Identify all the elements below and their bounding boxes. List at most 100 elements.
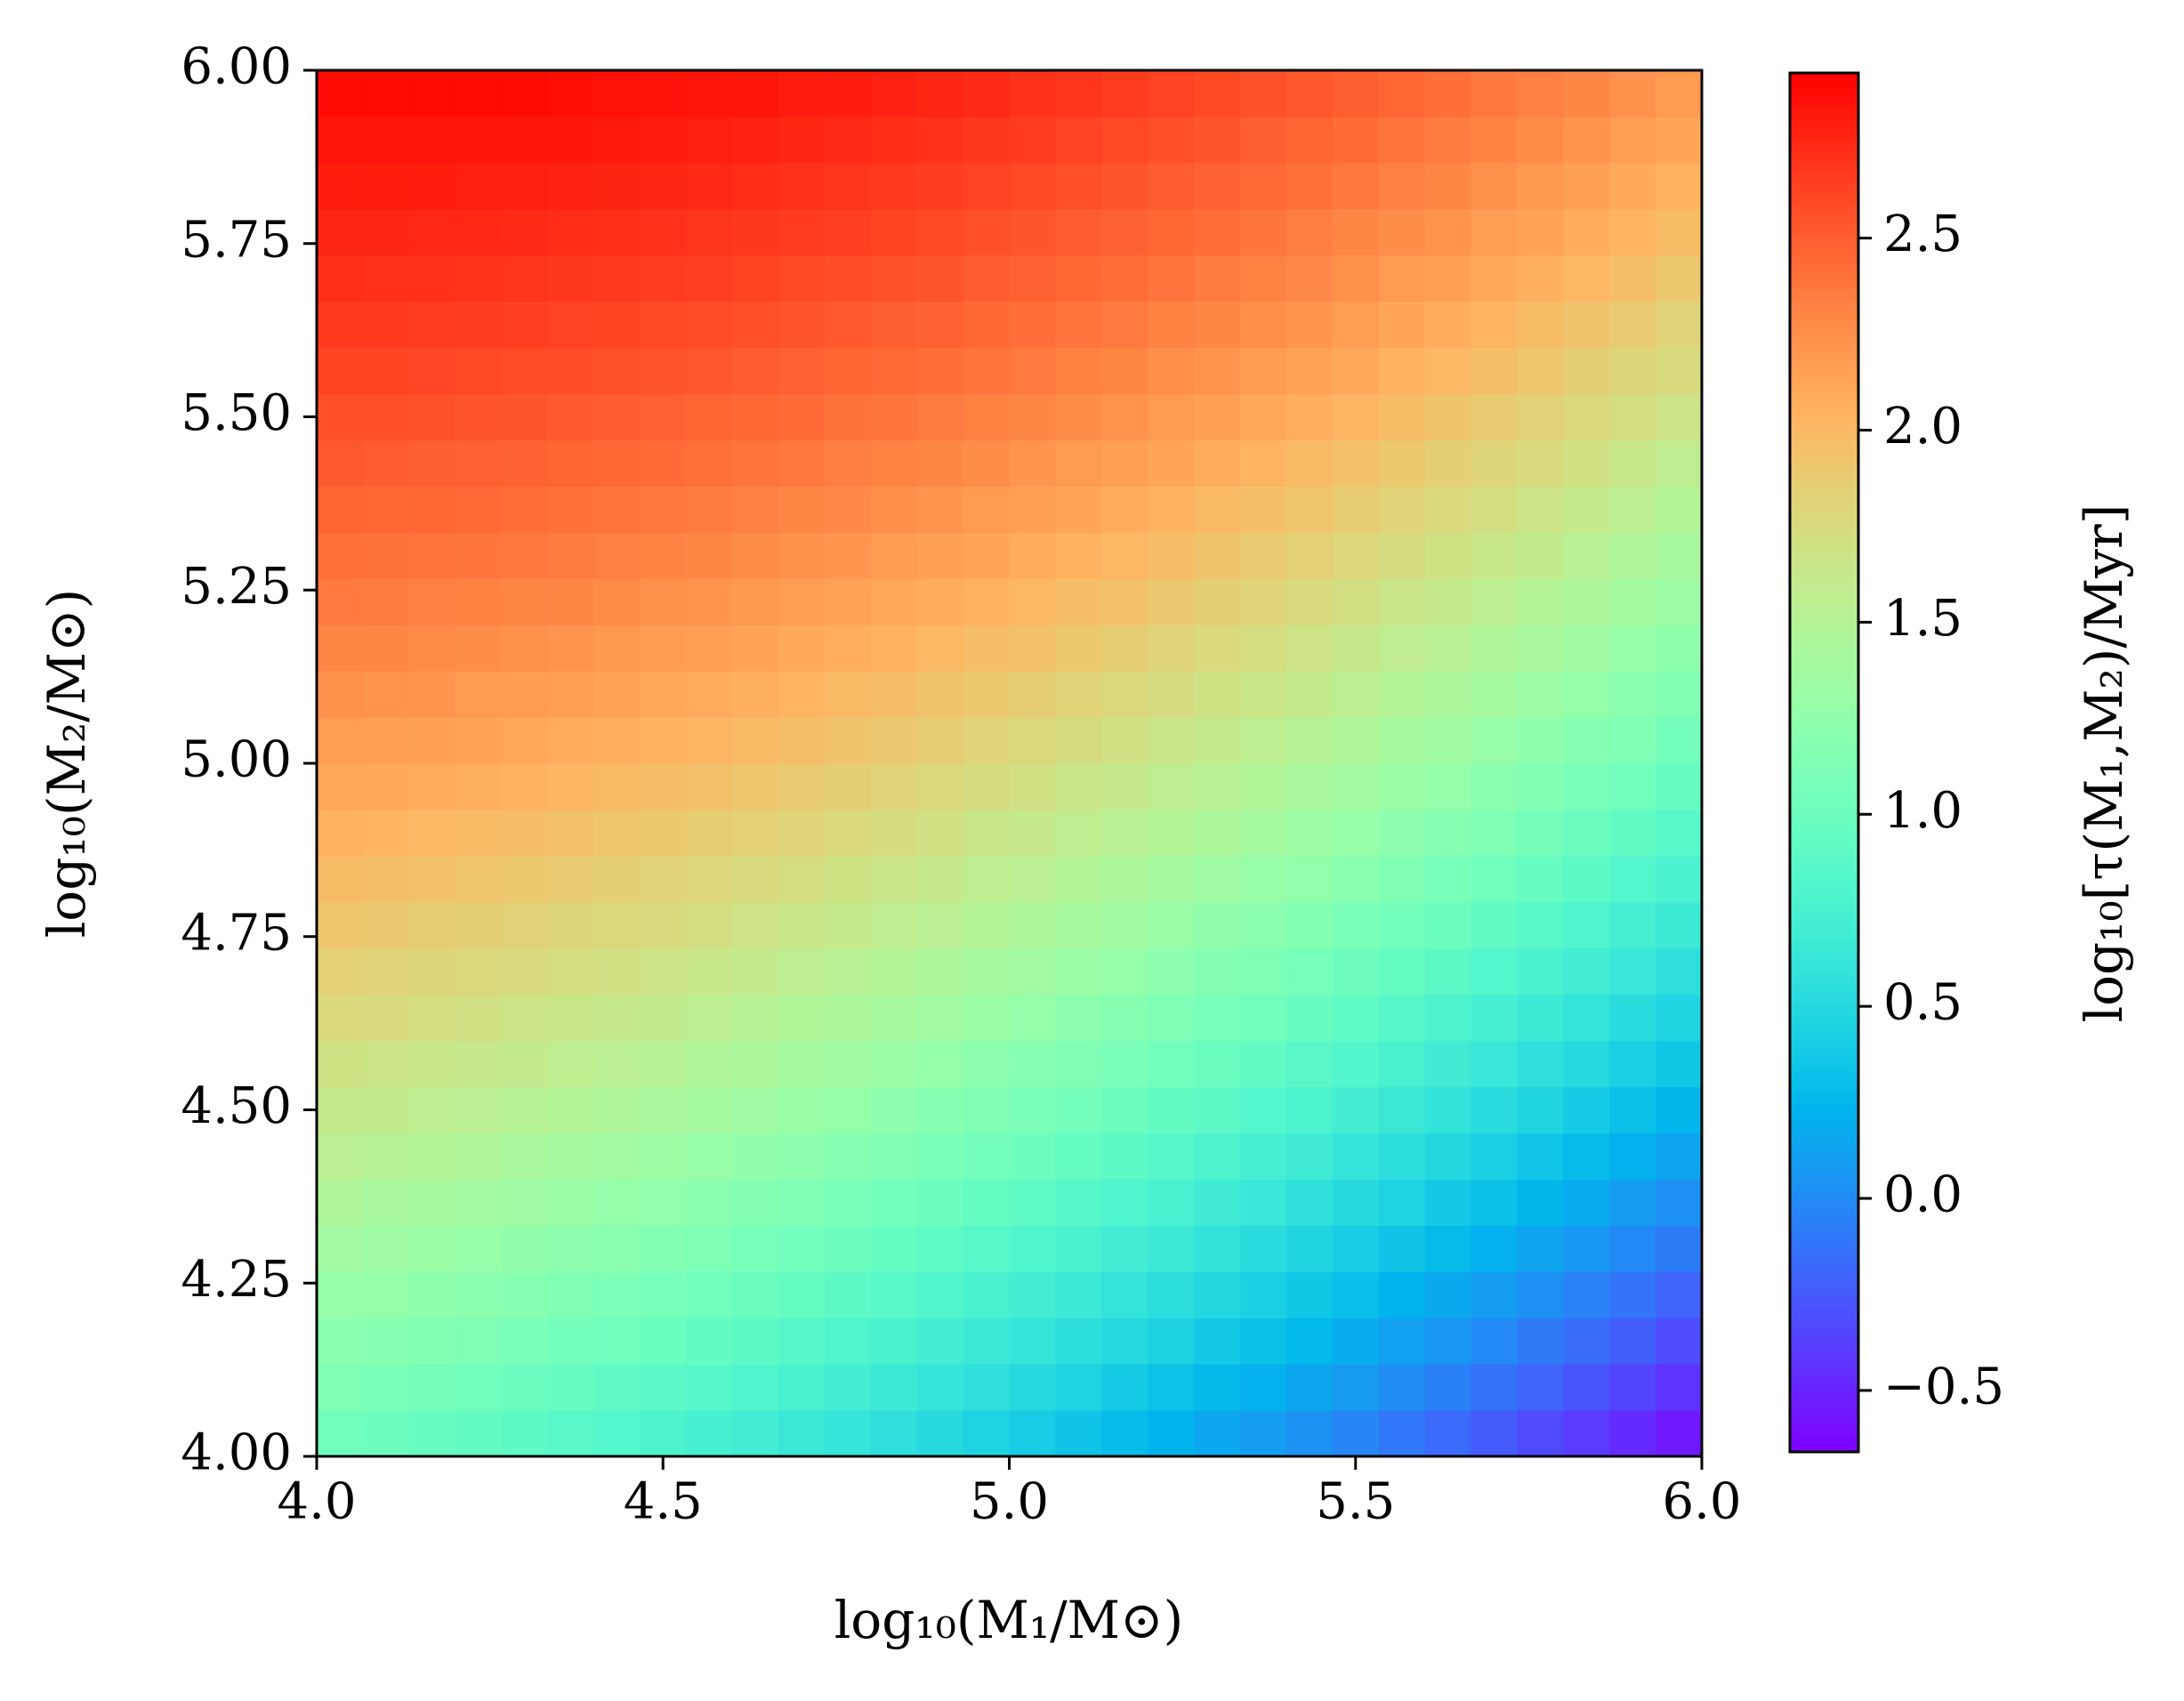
heatmap-cell [686,1040,733,1088]
heatmap-cell [1101,532,1148,579]
heatmap-cell [1194,116,1241,164]
heatmap-cell [593,532,641,579]
heatmap-cell [732,254,779,302]
colorbar-segment [1790,183,1858,189]
heatmap-cell [317,70,364,117]
heatmap-cell [1148,1225,1195,1272]
heatmap-cell [1240,439,1287,487]
heatmap-cell [1378,994,1426,1042]
heatmap-cell [1055,1225,1102,1272]
heatmap-cell [1148,1410,1195,1457]
heatmap-cell [362,1364,410,1411]
colorbar-segment [1790,367,1858,373]
colorbar-segment [1790,578,1858,584]
heatmap-cell [1285,1179,1334,1226]
heatmap-cell [1101,70,1148,117]
heatmap-cell [1101,809,1148,857]
heatmap-cell [686,532,733,579]
colorbar-segment [1790,1355,1858,1361]
heatmap-cell [1563,855,1610,903]
heatmap-cell [501,1318,549,1365]
heatmap-cell [1009,763,1056,810]
colorbar-segment [1790,178,1858,184]
colorbar-segment [1790,464,1858,469]
heatmap-cell [1009,578,1056,625]
heatmap-cell [686,347,733,395]
colorbar-segment [1790,895,1858,901]
heatmap-cell [1285,578,1334,625]
heatmap-cell [1332,116,1380,164]
colorbar-segment [1790,744,1858,750]
heatmap-cell [408,578,456,625]
colorbar-segment [1790,353,1858,359]
heatmap-cell [1194,671,1241,718]
colorbar-segment [1790,1391,1858,1398]
heatmap-cell [1194,809,1241,857]
colorbar-segment [1790,330,1858,336]
heatmap-cell [1148,301,1195,349]
heatmap-cell [732,717,779,764]
heatmap-cell [593,1410,641,1457]
heatmap-cell [455,116,503,164]
colorbar-segment [1790,1221,1858,1228]
colorbar-segment [1790,597,1858,602]
heatmap-cell [501,208,549,256]
heatmap-cell [455,254,503,302]
colorbar-segment [1790,702,1858,708]
heatmap-cell [1009,717,1056,764]
colorbar-segment [1790,859,1858,865]
heatmap-cell [1055,1364,1102,1411]
heatmap-cell [1194,1225,1241,1272]
heatmap-cell [1055,1410,1102,1457]
colorbar-segment [1790,680,1858,685]
heatmap-cell [640,901,687,949]
heatmap-cell [640,486,687,533]
heatmap-cell [593,1179,641,1226]
heatmap-cell [1517,809,1564,857]
heatmap-cell [916,393,964,441]
heatmap-cell [1609,347,1656,395]
heatmap-cell [1194,1271,1241,1318]
colorbar-segment [1790,886,1858,892]
heatmap-cell [732,994,779,1042]
colorbar-segment [1790,867,1858,874]
colorbar-tick-label: 1.0 [1883,782,1962,840]
heatmap-cell [1471,763,1518,810]
heatmap-cell [1424,1410,1472,1457]
heatmap-cell [501,1225,549,1272]
colorbar-segment [1790,625,1858,630]
colorbar-segment [1790,1346,1858,1351]
heatmap-cell [1332,301,1380,349]
colorbar-segment [1790,587,1858,593]
heatmap-cell [778,393,826,441]
heatmap-cell [1471,901,1518,949]
heatmap-cell [1148,947,1195,996]
heatmap-cell [640,254,687,302]
heatmap-cell [870,578,918,625]
colorbar-segment [1790,1157,1858,1164]
heatmap-cell [1378,717,1426,764]
heatmap-cell [1055,208,1102,256]
colorbar-segment [1790,785,1858,791]
heatmap-cell [1101,994,1148,1042]
heatmap-cell [824,1225,872,1272]
heatmap-cell [916,1040,964,1088]
heatmap-cell [963,347,1011,395]
heatmap-cell [963,486,1011,533]
heatmap-cell [1517,763,1564,810]
heatmap-cell [1517,1040,1564,1088]
heatmap-cell [1471,208,1518,256]
heatmap-cell [317,578,364,625]
heatmap-cell [593,901,641,949]
heatmap-cell [362,809,410,857]
heatmap-cell [824,901,872,949]
colorbar-segment [1790,969,1858,975]
heatmap-cell [547,855,594,903]
heatmap-cell [362,1133,410,1180]
heatmap-cell [1609,208,1656,256]
heatmap-cell [686,116,733,164]
heatmap-cell [778,486,826,533]
colorbar-segment [1790,1226,1858,1232]
colorbar-segment [1790,1198,1858,1205]
heatmap-cell [501,347,549,395]
